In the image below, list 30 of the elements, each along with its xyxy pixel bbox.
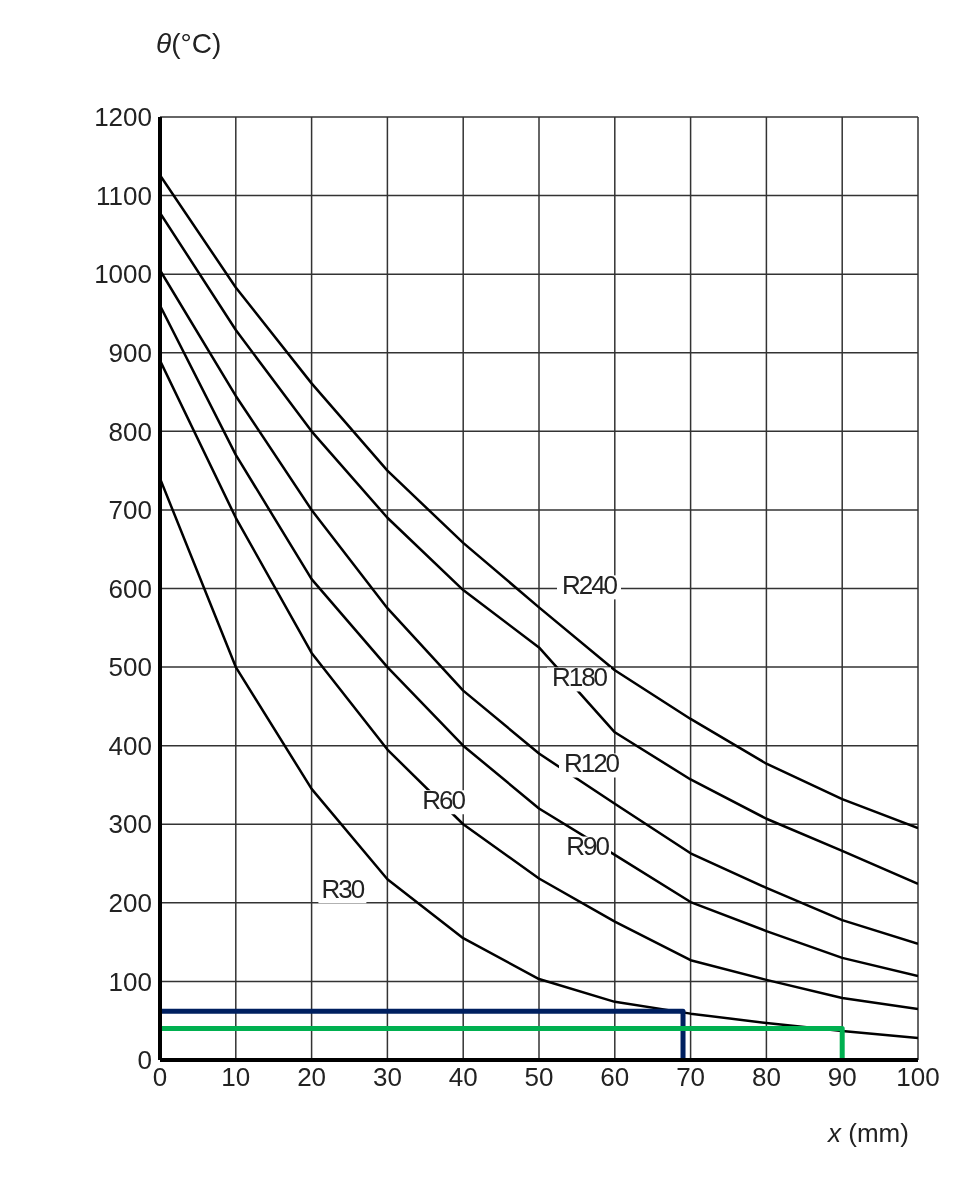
y-tick-label: 500 bbox=[108, 652, 152, 683]
y-axis-title: θ(°C) bbox=[156, 28, 222, 60]
series-label: R60 bbox=[422, 785, 466, 816]
y-tick-label: 1000 bbox=[94, 259, 152, 290]
series-label: R30 bbox=[321, 874, 365, 905]
y-tick-label: 200 bbox=[108, 888, 152, 919]
x-tick-label: 70 bbox=[676, 1062, 706, 1093]
x-tick-label: 60 bbox=[600, 1062, 630, 1093]
x-tick-label: 50 bbox=[524, 1062, 554, 1093]
y-tick-label: 800 bbox=[108, 416, 152, 447]
series-label: R120 bbox=[563, 748, 620, 779]
y-tick-label: 600 bbox=[108, 573, 152, 604]
x-tick-label: 30 bbox=[372, 1062, 402, 1093]
x-tick-label: 20 bbox=[297, 1062, 327, 1093]
y-tick-label: 100 bbox=[108, 966, 152, 997]
x-tick-label: 10 bbox=[221, 1062, 251, 1093]
x-tick-label: 90 bbox=[827, 1062, 857, 1093]
x-tick-label: 80 bbox=[751, 1062, 781, 1093]
x-tick-label: 40 bbox=[448, 1062, 478, 1093]
y-tick-label: 1200 bbox=[94, 102, 152, 133]
y-tick-label: 900 bbox=[108, 337, 152, 368]
series-label: R90 bbox=[566, 831, 610, 862]
y-tick-label: 700 bbox=[108, 495, 152, 526]
x-tick-label: 100 bbox=[896, 1062, 940, 1093]
x-axis-title: x (mm) bbox=[828, 1118, 909, 1149]
y-tick-label: 1100 bbox=[96, 180, 152, 211]
series-label: R240 bbox=[561, 570, 618, 601]
y-tick-label: 400 bbox=[108, 730, 152, 761]
y-tick-label: 300 bbox=[108, 809, 152, 840]
series-label: R180 bbox=[551, 662, 608, 693]
